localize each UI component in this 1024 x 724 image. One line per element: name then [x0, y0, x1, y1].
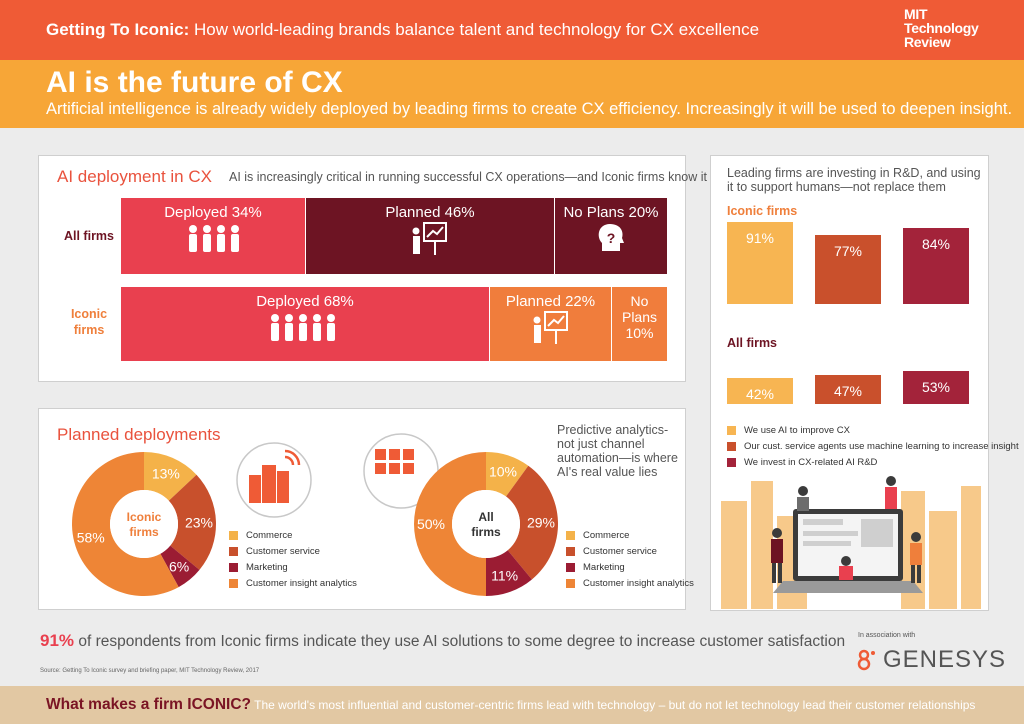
association-label: In association with	[858, 632, 916, 639]
planned-note: Predictive analytics-not just channel aut…	[557, 423, 678, 479]
rnd-bar: 77%	[815, 235, 881, 304]
legend-item: Customer insight analytics	[566, 575, 694, 591]
pie-slice	[72, 452, 179, 596]
legend-item: Customer service	[566, 543, 694, 559]
legend-item: Marketing	[566, 559, 694, 575]
pie-slice	[486, 550, 532, 596]
pie-slice-label: 11%	[491, 568, 518, 584]
pie-slice-label: 13%	[152, 466, 180, 482]
pie-slice-label: 29%	[527, 514, 555, 530]
genesys-mark-icon	[857, 649, 875, 671]
pie-slice	[505, 465, 558, 580]
pie-slice	[168, 474, 216, 570]
people-group-icon	[189, 225, 239, 252]
legend-item: We invest in CX-related AI R&D	[727, 454, 1019, 470]
buildings-wifi-icon	[236, 442, 312, 518]
legend-item: Marketing	[229, 559, 357, 575]
headline: AI is the future of CX	[46, 66, 343, 99]
bar-all-deployed: Deployed 34%	[121, 198, 305, 274]
legend-item: Customer insight analytics	[229, 575, 357, 591]
legend-item: Our cust. service agents use machine lea…	[727, 438, 1019, 454]
footer-text: What makes a firm ICONIC? The world's mo…	[46, 696, 976, 713]
pie-center-label: All	[478, 510, 493, 524]
people-group-icon	[271, 314, 335, 341]
mit-technology-review-logo: MIT Technology Review	[904, 6, 979, 50]
top-banner: Getting To Iconic: How world-leading bra…	[0, 0, 1024, 60]
key-stat: 91% of respondents from Iconic firms ind…	[40, 631, 846, 650]
bar-all-no-plans: No Plans 20% ?	[555, 198, 667, 274]
pie-center	[452, 490, 520, 558]
svg-text:?: ?	[607, 230, 616, 246]
legend-item: Customer service	[229, 543, 357, 559]
planned-deployments-panel: Planned deployments Predictive analytics…	[38, 408, 694, 610]
headline-band	[0, 60, 1024, 128]
legend-all: Commerce Customer service Marketing Cust…	[566, 527, 694, 591]
row-label-iconic: Iconic firms	[70, 307, 108, 337]
pie-center-label: firms	[471, 525, 501, 539]
subheadline: Artificial intelligence is already widel…	[46, 100, 1013, 118]
pie-center-label: Iconic	[127, 510, 162, 524]
pie-slice	[160, 545, 200, 588]
rnd-panel: Leading firms are investing in R&D, and …	[710, 155, 1019, 611]
report-title: Getting To Iconic: How world-leading bra…	[46, 20, 760, 39]
rnd-bar: 53%	[903, 371, 969, 404]
rnd-bar: 42%	[727, 378, 793, 404]
bar-all-planned: Planned 46%	[306, 198, 554, 274]
pie-slice-label: 23%	[185, 514, 213, 530]
group-label-iconic: Iconic firms	[727, 204, 798, 218]
pie-slice-label: 6%	[169, 558, 189, 574]
rnd-bar: 84%	[903, 228, 969, 304]
row-label-all: All firms	[63, 229, 114, 243]
legend-iconic: Commerce Customer service Marketing Cust…	[229, 527, 357, 591]
group-label-all: All firms	[727, 336, 778, 350]
pie-slice	[414, 452, 486, 596]
pie-slice-label: 50%	[417, 516, 445, 532]
presentation-icon	[533, 311, 568, 344]
legend-item: Commerce	[229, 527, 357, 543]
question-head-icon: ?	[598, 224, 624, 251]
city-workers-illustration	[721, 476, 981, 609]
legend-item: Commerce	[566, 527, 694, 543]
deployment-title: AI deployment in CX	[57, 167, 212, 186]
rnd-bar-chart: 91% 77% 84% 42% 47% 53%	[711, 156, 988, 456]
bar-iconic-no-plans: No Plans 10%	[612, 287, 667, 361]
presentation-icon	[412, 222, 447, 255]
source-note: Source: Getting To Iconic survey and bri…	[40, 668, 260, 674]
genesys-logo: GENESYS	[855, 646, 1006, 674]
pie-slice	[144, 452, 197, 501]
rnd-note: Leading firms are investing in R&D, and …	[727, 166, 981, 194]
rnd-bar: 91%	[727, 222, 793, 304]
footer-band: What makes a firm ICONIC? The world's mo…	[0, 686, 1024, 724]
legend-item: We use AI to improve CX	[727, 422, 1019, 438]
pie-center-label: firms	[129, 525, 159, 539]
pie-center	[110, 490, 178, 558]
pie-slice-label: 58%	[77, 530, 105, 546]
rnd-bar: 47%	[815, 375, 881, 404]
ai-deployment-panel: AI deployment in CX AI is increasingly c…	[38, 155, 707, 382]
pie-slice-label: 10%	[489, 464, 517, 480]
planned-title: Planned deployments	[57, 425, 221, 444]
bar-iconic-deployed: Deployed 68%	[121, 287, 489, 361]
pie-slice	[486, 452, 529, 497]
rnd-legend: We use AI to improve CX Our cust. servic…	[727, 422, 1019, 470]
deployment-note: AI is increasingly critical in running s…	[229, 170, 707, 184]
bar-iconic-planned: Planned 22%	[490, 287, 611, 361]
